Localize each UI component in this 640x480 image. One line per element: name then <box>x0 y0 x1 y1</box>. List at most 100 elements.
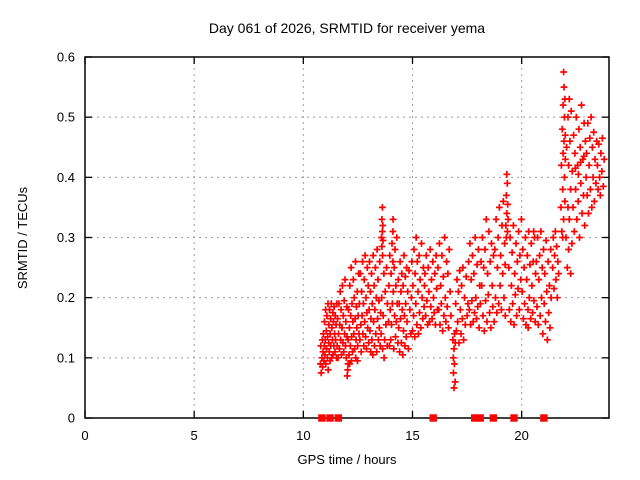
y-tick-label: 0.4 <box>57 170 75 185</box>
data-point <box>486 309 493 317</box>
data-point <box>422 312 429 320</box>
data-point <box>375 324 383 332</box>
data-point <box>365 306 373 314</box>
data-point <box>456 306 464 314</box>
data-point <box>553 294 561 302</box>
data-point <box>439 273 447 280</box>
data-point <box>401 342 409 350</box>
data-point <box>540 300 548 308</box>
data-point <box>443 303 451 311</box>
data-point <box>408 294 415 302</box>
data-point <box>536 252 543 259</box>
data-point <box>374 276 382 283</box>
data-point <box>379 222 387 229</box>
data-point <box>391 312 398 320</box>
data-point <box>486 258 494 265</box>
data-point <box>529 309 536 317</box>
data-point <box>336 345 343 353</box>
data-point <box>372 264 379 271</box>
data-point <box>348 300 356 308</box>
data-point <box>426 246 434 253</box>
data-point <box>392 318 400 326</box>
data-point <box>597 149 605 157</box>
data-point <box>492 216 500 223</box>
data-point <box>508 282 515 289</box>
data-point <box>444 270 452 277</box>
data-point <box>586 134 594 142</box>
data-point <box>561 173 568 181</box>
data-point <box>322 360 330 368</box>
data-point <box>441 294 449 302</box>
data-point <box>538 294 545 302</box>
data-point <box>381 288 389 295</box>
data-point <box>445 246 453 253</box>
data-point <box>344 366 352 374</box>
data-point <box>412 300 420 308</box>
data-point <box>354 342 362 350</box>
data-point <box>324 366 332 374</box>
data-point <box>389 216 397 223</box>
data-point <box>390 264 398 271</box>
zero-flag-marker <box>326 414 334 422</box>
data-point <box>527 315 534 323</box>
data-point <box>346 324 353 332</box>
data-point <box>477 300 484 308</box>
data-point <box>398 270 406 277</box>
data-point <box>587 113 595 121</box>
data-point <box>546 324 554 332</box>
data-point <box>364 282 372 289</box>
data-point <box>596 192 604 199</box>
data-point <box>545 309 553 317</box>
data-point <box>578 101 585 109</box>
data-point <box>420 303 428 311</box>
data-point <box>492 294 499 302</box>
data-point <box>418 294 426 302</box>
data-point <box>504 201 512 208</box>
data-point <box>452 300 460 308</box>
data-point <box>379 312 387 320</box>
data-point <box>369 252 377 259</box>
zero-flag-marker <box>540 414 548 422</box>
data-point <box>354 357 361 365</box>
data-point <box>534 321 542 329</box>
data-point <box>508 249 516 256</box>
data-point <box>357 321 365 329</box>
data-point <box>334 315 341 323</box>
data-point <box>527 240 535 247</box>
data-point <box>454 318 462 326</box>
data-point <box>404 288 412 295</box>
data-point <box>409 327 416 335</box>
data-point <box>398 339 405 347</box>
data-point <box>554 258 562 265</box>
data-point <box>568 240 576 247</box>
x-tick-label: 20 <box>514 428 528 443</box>
data-point <box>565 161 572 169</box>
data-point <box>427 303 435 311</box>
data-point <box>555 270 562 277</box>
data-point <box>540 246 547 253</box>
data-point <box>542 318 549 326</box>
data-point <box>528 282 536 289</box>
data-point <box>463 312 471 320</box>
data-point <box>524 306 532 314</box>
data-point <box>398 306 406 314</box>
data-point <box>392 333 399 341</box>
data-point <box>559 186 567 193</box>
data-point <box>470 270 478 277</box>
data-point <box>380 354 388 362</box>
data-point <box>596 173 603 181</box>
data-point <box>499 270 507 277</box>
data-point <box>421 282 428 289</box>
data-point <box>393 234 401 241</box>
data-point <box>581 222 589 229</box>
data-point <box>460 336 467 344</box>
data-point <box>402 300 410 308</box>
data-point <box>362 294 370 302</box>
data-point <box>562 234 570 241</box>
data-point <box>466 240 474 247</box>
data-point <box>573 216 581 223</box>
data-point <box>575 170 582 178</box>
data-point <box>361 252 369 259</box>
data-point <box>502 222 510 229</box>
data-point <box>560 137 568 145</box>
